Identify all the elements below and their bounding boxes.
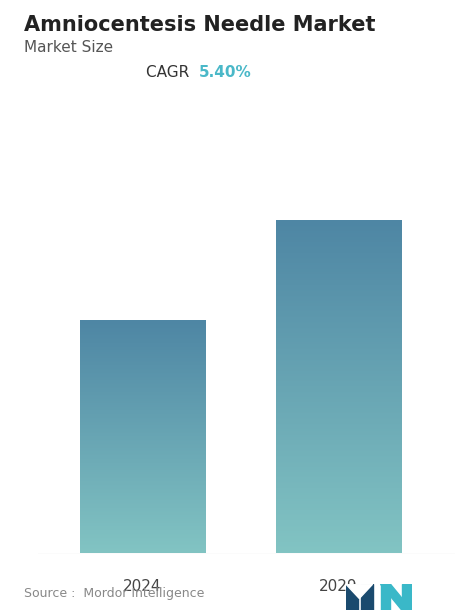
Text: Market Size: Market Size: [24, 40, 113, 55]
Text: CAGR: CAGR: [146, 65, 199, 79]
Polygon shape: [361, 584, 373, 610]
Polygon shape: [381, 584, 412, 610]
Text: Source :  Mordor Intelligence: Source : Mordor Intelligence: [24, 587, 204, 600]
Polygon shape: [381, 584, 391, 610]
Text: Amniocentesis Needle Market: Amniocentesis Needle Market: [24, 15, 375, 36]
Text: 2024: 2024: [123, 579, 162, 594]
Polygon shape: [346, 584, 373, 598]
Text: 5.40%: 5.40%: [199, 65, 252, 79]
Text: 2029: 2029: [319, 579, 357, 594]
Polygon shape: [402, 584, 412, 610]
Polygon shape: [346, 584, 358, 610]
